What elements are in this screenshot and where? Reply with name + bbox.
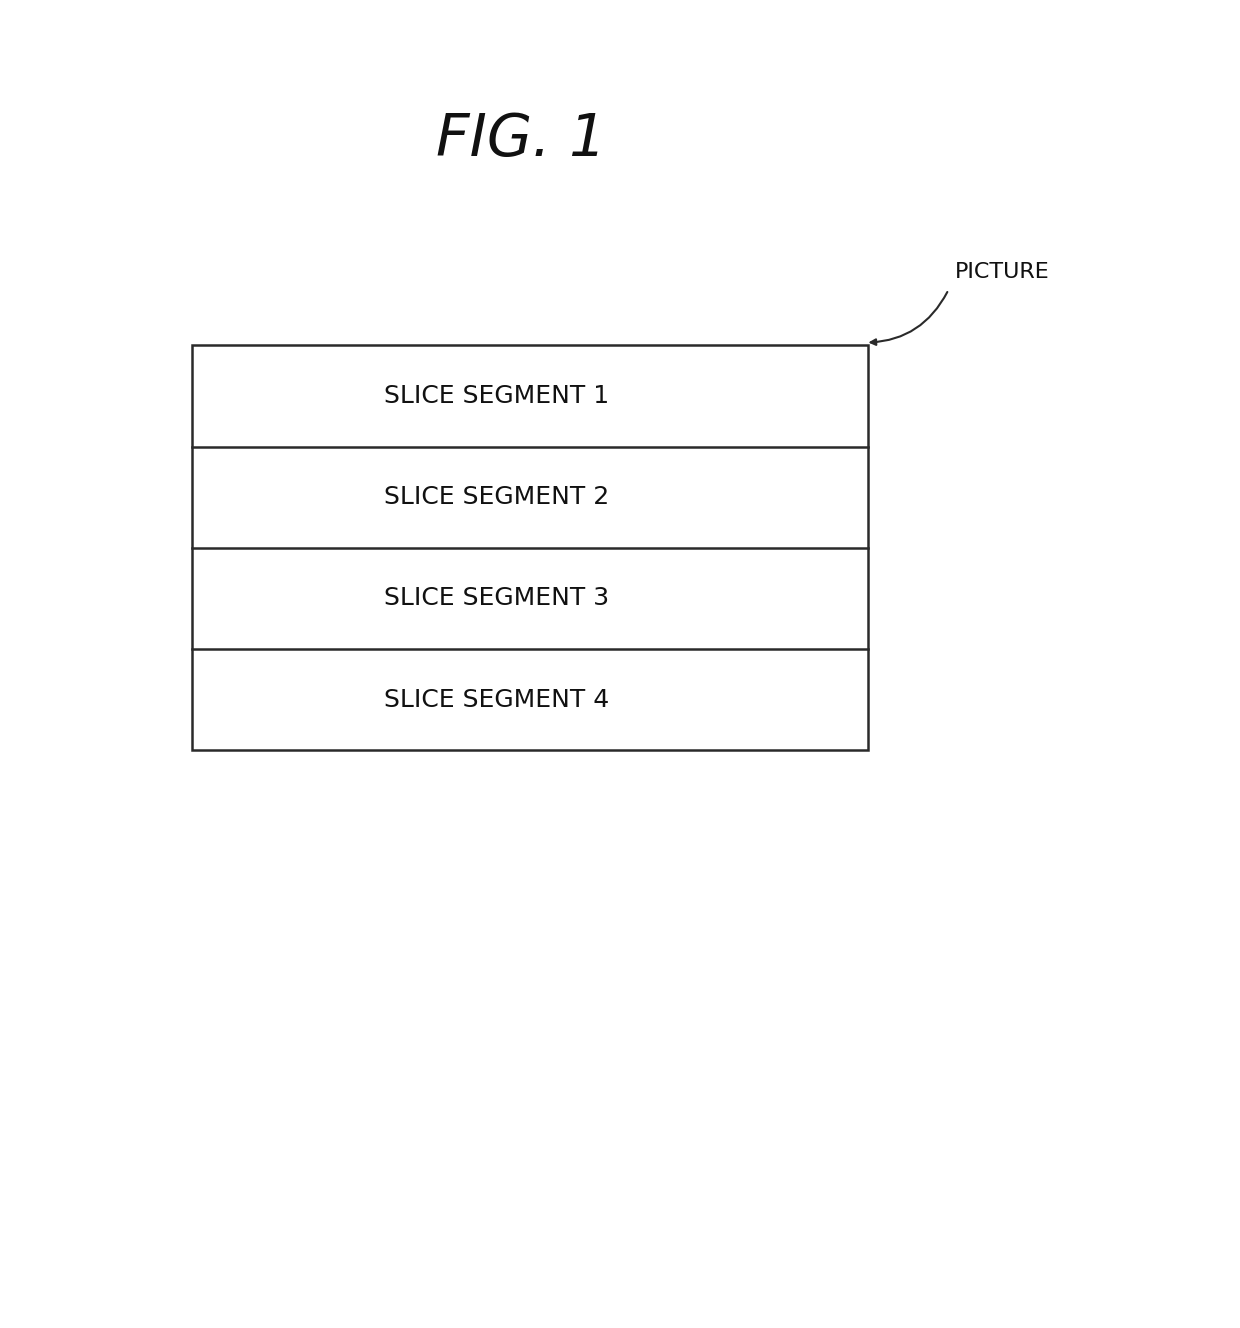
Text: SLICE SEGMENT 4: SLICE SEGMENT 4 — [383, 688, 609, 712]
Text: SLICE SEGMENT 3: SLICE SEGMENT 3 — [383, 587, 609, 611]
Text: SLICE SEGMENT 2: SLICE SEGMENT 2 — [383, 485, 609, 509]
Bar — [192, 345, 868, 750]
Text: SLICE SEGMENT 1: SLICE SEGMENT 1 — [383, 384, 609, 408]
Text: PICTURE: PICTURE — [955, 262, 1049, 283]
Text: FIG. 1: FIG. 1 — [435, 112, 606, 167]
